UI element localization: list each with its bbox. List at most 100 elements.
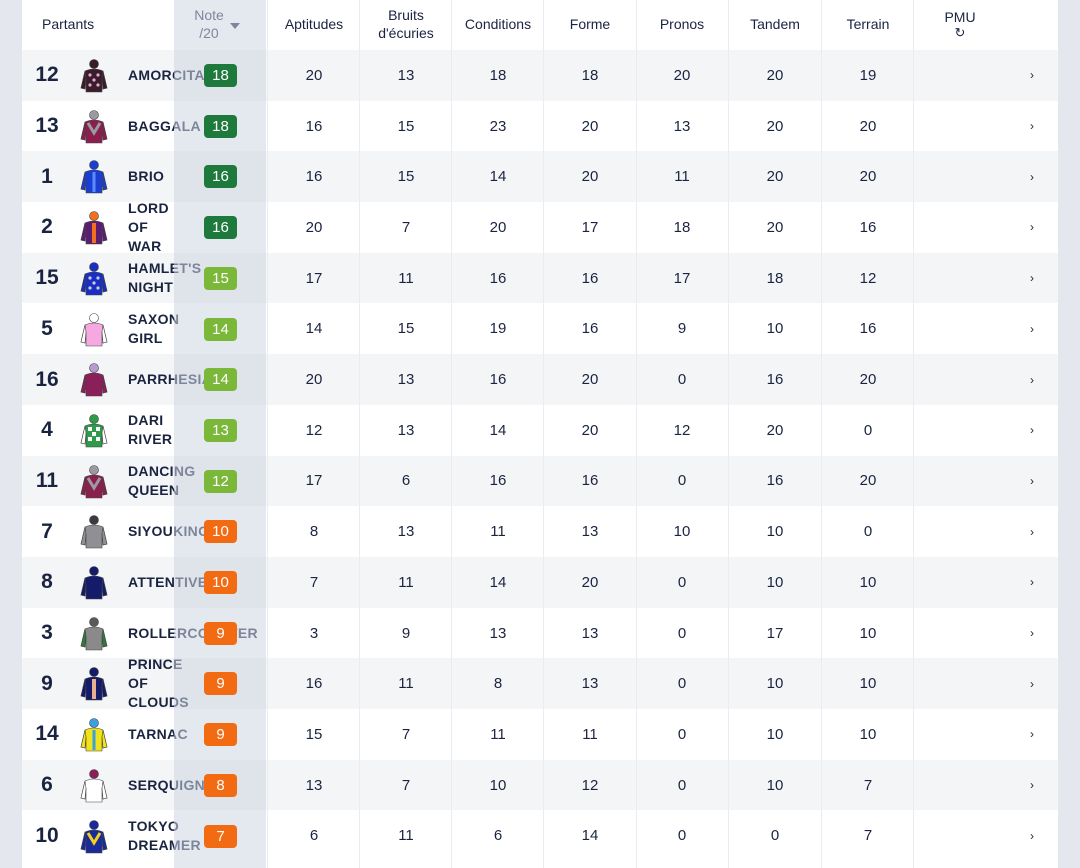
cell-terrain: 20 xyxy=(859,117,877,135)
table-row[interactable]: 9 PRINCE OF CLOUDS 9 16 11 8 13 0 10 10 › xyxy=(22,656,1058,711)
chevron-right-icon[interactable]: › xyxy=(1030,220,1034,235)
cell-bruits: 6 xyxy=(401,472,411,490)
table-header: Partants Note /20 Aptitudes Bruits d'écu… xyxy=(22,0,1058,48)
note-badge: 12 xyxy=(204,469,237,493)
horse-name[interactable]: PARRHESIA xyxy=(128,371,213,388)
header-note-scale: /20 xyxy=(199,25,219,41)
horse-name[interactable]: HAMLET'S NIGHT xyxy=(128,260,202,296)
horse-name[interactable]: TARNAC xyxy=(128,725,188,742)
table-row[interactable]: 4 DARI RIVER 13 12 13 14 20 12 20 0 › xyxy=(22,405,1058,456)
cell-conditions: 18 xyxy=(489,66,507,84)
horse-name[interactable]: PRINCE OF CLOUDS xyxy=(128,656,189,711)
table-row[interactable]: 11 DANCING QUEEN 12 17 6 16 16 0 16 20 › xyxy=(22,455,1058,507)
table-row[interactable]: 16 PARRHESIA 14 20 13 16 20 0 16 20 › xyxy=(22,354,1058,405)
note-badge: 16 xyxy=(204,165,237,189)
chevron-right-icon[interactable]: › xyxy=(1030,626,1034,641)
table-row[interactable]: 6 SERQUIGNY 8 13 7 10 12 0 10 7 › xyxy=(22,759,1058,811)
cell-forme: 13 xyxy=(581,523,599,541)
cell-tandem: 10 xyxy=(766,320,784,338)
header-tandem[interactable]: Tandem xyxy=(750,16,800,32)
cell-aptitudes: 17 xyxy=(305,269,323,287)
chevron-right-icon[interactable]: › xyxy=(1030,676,1034,691)
horse-name[interactable]: SERQUIGNY xyxy=(128,776,215,793)
header-note[interactable]: Note /20 xyxy=(182,0,252,48)
horse-name[interactable]: BAGGALA xyxy=(128,117,201,134)
note-badge: 9 xyxy=(204,723,237,747)
horse-name[interactable]: SIYOUKING xyxy=(128,523,210,540)
runner-number: 2 xyxy=(41,215,53,239)
chevron-right-icon[interactable]: › xyxy=(1030,119,1034,134)
jockey-silks-icon xyxy=(78,514,110,550)
cell-bruits: 13 xyxy=(397,421,415,439)
table-row[interactable]: 15 HAMLET'S NIGHT 15 17 11 16 16 17 18 12 › xyxy=(22,252,1058,304)
note-badge: 10 xyxy=(204,571,237,594)
horse-name[interactable]: DARI RIVER xyxy=(128,412,173,448)
horse-name[interactable]: DANCING QUEEN xyxy=(128,462,196,498)
note-badge: 14 xyxy=(204,317,237,341)
table-row[interactable]: 2 LORD OF WAR 16 20 7 20 17 18 20 16 › xyxy=(22,199,1058,254)
table-row[interactable]: 12 AMORCITA 18 20 13 18 18 20 20 19 › xyxy=(22,50,1058,101)
cell-conditions: 20 xyxy=(489,218,507,236)
note-badge: 9 xyxy=(204,621,237,645)
table-row[interactable]: 1 BRIO 16 16 15 14 20 11 20 20 › xyxy=(22,151,1058,203)
chevron-right-icon[interactable]: › xyxy=(1030,169,1034,184)
header-forme[interactable]: Forme xyxy=(569,16,611,32)
chevron-right-icon[interactable]: › xyxy=(1030,68,1034,83)
header-conditions[interactable]: Conditions xyxy=(464,16,532,32)
table-row[interactable]: 14 TARNAC 9 15 7 11 11 0 10 10 › xyxy=(22,709,1058,760)
chevron-right-icon[interactable]: › xyxy=(1030,778,1034,793)
chevron-right-icon[interactable]: › xyxy=(1030,321,1034,336)
cell-tandem: 20 xyxy=(766,117,784,135)
chevron-right-icon[interactable]: › xyxy=(1030,524,1034,539)
header-pmu[interactable]: PMU ↻ xyxy=(914,0,1006,48)
cell-bruits: 13 xyxy=(397,66,415,84)
table-row[interactable]: 7 SIYOUKING 10 8 13 11 13 10 10 0 › xyxy=(22,506,1058,557)
header-bruits[interactable]: Bruits d'écuries xyxy=(360,0,452,48)
horse-name[interactable]: BRIO xyxy=(128,168,165,185)
runner-number: 14 xyxy=(35,722,59,746)
chevron-right-icon[interactable]: › xyxy=(1030,473,1034,488)
jockey-silks-icon xyxy=(78,819,110,855)
table-row[interactable]: 3 ROLLERCOASTER 9 3 9 13 13 0 17 10 › xyxy=(22,608,1058,659)
refresh-icon[interactable]: ↻ xyxy=(954,25,966,40)
jockey-silks-icon xyxy=(78,565,110,601)
chevron-right-icon[interactable]: › xyxy=(1030,575,1034,590)
cell-aptitudes: 13 xyxy=(305,776,323,794)
horse-name[interactable]: SAXON GIRL xyxy=(128,310,180,346)
horse-name[interactable]: AMORCITA xyxy=(128,66,205,83)
cell-tandem: 16 xyxy=(766,472,784,490)
table-row[interactable]: 13 BAGGALA 18 16 15 23 20 13 20 20 › xyxy=(22,101,1058,152)
table-row[interactable]: 8 ATTENTIVE 10 7 11 14 20 0 10 10 › xyxy=(22,557,1058,608)
note-badge: 7 xyxy=(204,824,237,848)
horse-name[interactable]: TOKYO DREAMER xyxy=(128,817,201,853)
runner-number: 12 xyxy=(35,63,59,87)
cell-pronos: 0 xyxy=(677,472,687,490)
cell-aptitudes: 16 xyxy=(305,168,323,186)
cell-tandem: 17 xyxy=(766,624,784,642)
chevron-right-icon[interactable]: › xyxy=(1030,423,1034,438)
cell-pronos: 10 xyxy=(673,523,691,541)
table-row[interactable]: 5 SAXON GIRL 14 14 15 19 16 9 10 16 › xyxy=(22,304,1058,355)
horse-name[interactable]: ATTENTIVE xyxy=(128,573,208,590)
cell-bruits: 7 xyxy=(401,725,411,743)
cell-forme: 17 xyxy=(581,218,599,236)
header-partants[interactable]: Partants xyxy=(42,16,95,32)
table-row[interactable]: 10 TOKYO DREAMER 7 6 11 6 14 0 0 7 › xyxy=(22,811,1058,862)
header-aptitudes[interactable]: Aptitudes xyxy=(284,16,344,32)
cell-pronos: 0 xyxy=(677,675,687,693)
cell-forme: 20 xyxy=(581,117,599,135)
cell-forme: 13 xyxy=(581,624,599,642)
header-terrain[interactable]: Terrain xyxy=(846,16,890,32)
chevron-right-icon[interactable]: › xyxy=(1030,271,1034,286)
jockey-silks-icon xyxy=(78,261,110,297)
horse-name[interactable]: ROLLERCOASTER xyxy=(128,624,258,641)
chevron-right-icon[interactable]: › xyxy=(1030,828,1034,843)
cell-aptitudes: 7 xyxy=(309,573,319,591)
header-pronos[interactable]: Pronos xyxy=(659,16,705,32)
sort-desc-icon[interactable] xyxy=(229,23,240,29)
cell-conditions: 23 xyxy=(489,117,507,135)
chevron-right-icon[interactable]: › xyxy=(1030,372,1034,387)
chevron-right-icon[interactable]: › xyxy=(1030,727,1034,742)
cell-aptitudes: 8 xyxy=(309,523,319,541)
horse-name[interactable]: LORD OF WAR xyxy=(128,199,169,254)
